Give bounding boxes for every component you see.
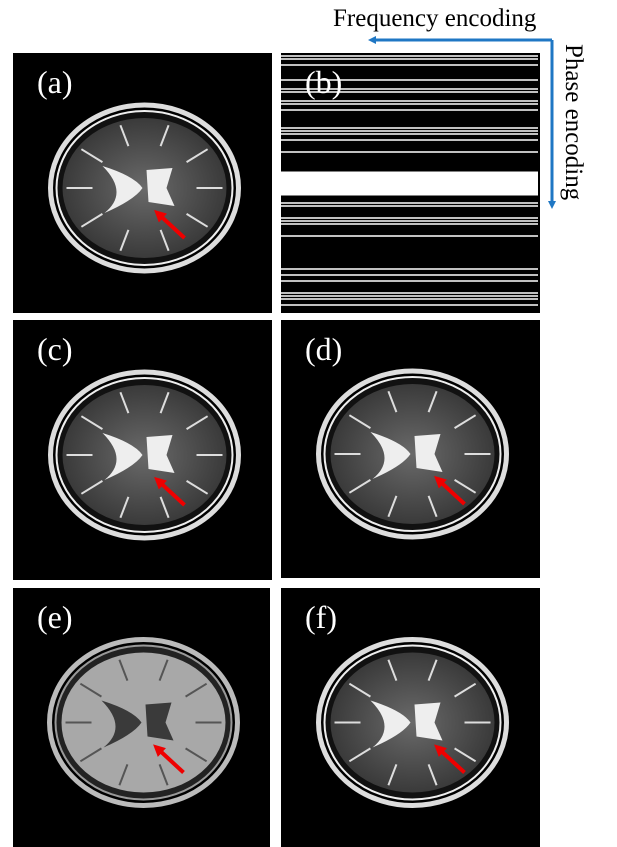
panel: (f) bbox=[281, 588, 540, 847]
page: {"figure": { "frequency_label": "Frequen… bbox=[0, 0, 617, 847]
figure: (a) (b) (c) (d) (e) (f) Frequency encoding Ph… bbox=[0, 0, 617, 847]
panel: (a) bbox=[13, 53, 272, 313]
panel-label: (d) bbox=[305, 331, 342, 367]
panel: (d) bbox=[281, 320, 540, 578]
panel-label: (e) bbox=[37, 599, 73, 635]
panel: (e) bbox=[13, 588, 270, 847]
frequency-encoding-label: Frequency encoding bbox=[333, 5, 537, 32]
panel-label: (c) bbox=[37, 331, 73, 367]
phase-encoding-label: Phase encoding bbox=[560, 44, 587, 201]
panel: (c) bbox=[13, 320, 272, 580]
panel-label: (f) bbox=[305, 599, 337, 635]
panel: (b) bbox=[281, 53, 540, 313]
panel-label: (b) bbox=[305, 64, 342, 100]
panel-label: (a) bbox=[37, 64, 73, 100]
panels: (a) (b) (c) (d) (e) (f) bbox=[13, 53, 540, 847]
